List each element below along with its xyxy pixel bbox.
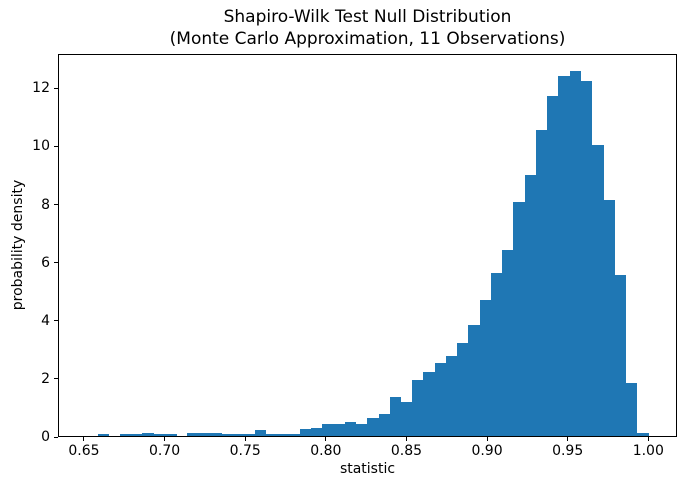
histogram-bar: [625, 383, 638, 437]
histogram-bar: [344, 421, 357, 437]
y-tick-label: 4: [41, 312, 50, 329]
histogram-bar: [580, 80, 593, 437]
histogram-bar: [558, 76, 570, 437]
histogram-bar: [637, 432, 649, 437]
histogram-bar: [266, 433, 278, 437]
chart-title-line2: (Monte Carlo Approximation, 11 Observati…: [169, 28, 566, 49]
histogram-bar: [468, 324, 481, 437]
histogram-bar: [221, 434, 233, 437]
chart-title-line1: Shapiro-Wilk Test Null Distribution: [223, 7, 512, 27]
histogram-bar: [423, 371, 436, 437]
y-axis-label: probability density: [10, 179, 26, 311]
histogram-bar: [367, 417, 379, 437]
histogram-bar: [434, 362, 447, 437]
histogram-bar: [535, 129, 548, 437]
histogram-bar: [119, 434, 132, 437]
histogram-bar: [513, 201, 525, 437]
y-tick-label: 0: [41, 429, 50, 445]
histogram-bar: [243, 433, 256, 437]
y-tick-label: 10: [32, 138, 50, 155]
histogram-bar: [412, 380, 424, 437]
histogram-bar: [254, 430, 267, 437]
histogram-bar: [569, 70, 582, 437]
histogram-bar: [400, 402, 413, 437]
histogram-bar: [153, 434, 166, 437]
histogram-bar: [97, 434, 110, 437]
histogram-bar: [592, 144, 604, 437]
histogram-bar: [356, 424, 368, 437]
histogram-bar: [187, 433, 200, 437]
histogram-bar: [378, 414, 391, 437]
y-tick-mark: [54, 262, 58, 264]
histogram-bar: [333, 424, 346, 437]
histogram-bar: [288, 433, 301, 437]
x-tick-mark: [244, 437, 246, 441]
histogram-bar: [614, 275, 627, 437]
y-tick-mark: [54, 320, 58, 322]
x-tick-mark: [164, 437, 166, 441]
x-tick-label: 0.85: [390, 443, 423, 459]
histogram-bar: [209, 433, 222, 437]
y-tick-mark: [54, 378, 58, 380]
x-axis-label: statistic: [339, 461, 396, 477]
histogram-bar: [445, 355, 458, 437]
histogram-bar: [479, 300, 492, 437]
histogram-bar: [277, 433, 289, 437]
histogram-bar: [457, 343, 469, 437]
x-tick-mark: [83, 437, 85, 441]
x-tick-mark: [567, 437, 569, 441]
histogram-bar: [142, 432, 155, 437]
histogram-bar: [389, 396, 402, 437]
histogram-bar: [131, 434, 143, 437]
x-tick-mark: [647, 437, 649, 441]
histogram-bar: [547, 95, 559, 437]
x-tick-label: 1.00: [632, 443, 664, 459]
y-tick-mark: [54, 204, 58, 206]
histogram-bar: [198, 433, 211, 437]
y-tick-label: 2: [41, 370, 50, 387]
histogram-bar: [311, 428, 323, 437]
x-tick-mark: [325, 437, 327, 441]
x-tick-label: 0.95: [552, 443, 584, 459]
chart-title: Shapiro-Wilk Test Null Distribution (Mon…: [58, 7, 677, 50]
histogram-bar: [502, 249, 514, 437]
y-tick-mark: [54, 436, 58, 438]
x-tick-label: 0.70: [148, 443, 181, 459]
histogram-bar: [524, 174, 537, 437]
x-tick-label: 0.90: [471, 443, 503, 459]
histogram-bar: [322, 424, 334, 437]
x-tick-label: 0.75: [229, 443, 261, 459]
histogram-bar: [232, 434, 244, 437]
histogram-bar: [299, 428, 312, 437]
x-tick-label: 0.65: [68, 443, 100, 459]
histogram-bar: [490, 272, 503, 437]
y-tick-label: 8: [41, 196, 50, 213]
y-tick-label: 6: [41, 254, 50, 271]
x-tick-mark: [486, 437, 488, 441]
y-tick-mark: [54, 87, 58, 89]
histogram-bar: [603, 200, 615, 437]
y-tick-label: 12: [32, 80, 50, 97]
x-tick-label: 0.80: [310, 443, 342, 459]
x-tick-mark: [405, 437, 407, 441]
histogram-bar: [164, 434, 177, 437]
y-tick-mark: [54, 145, 58, 147]
